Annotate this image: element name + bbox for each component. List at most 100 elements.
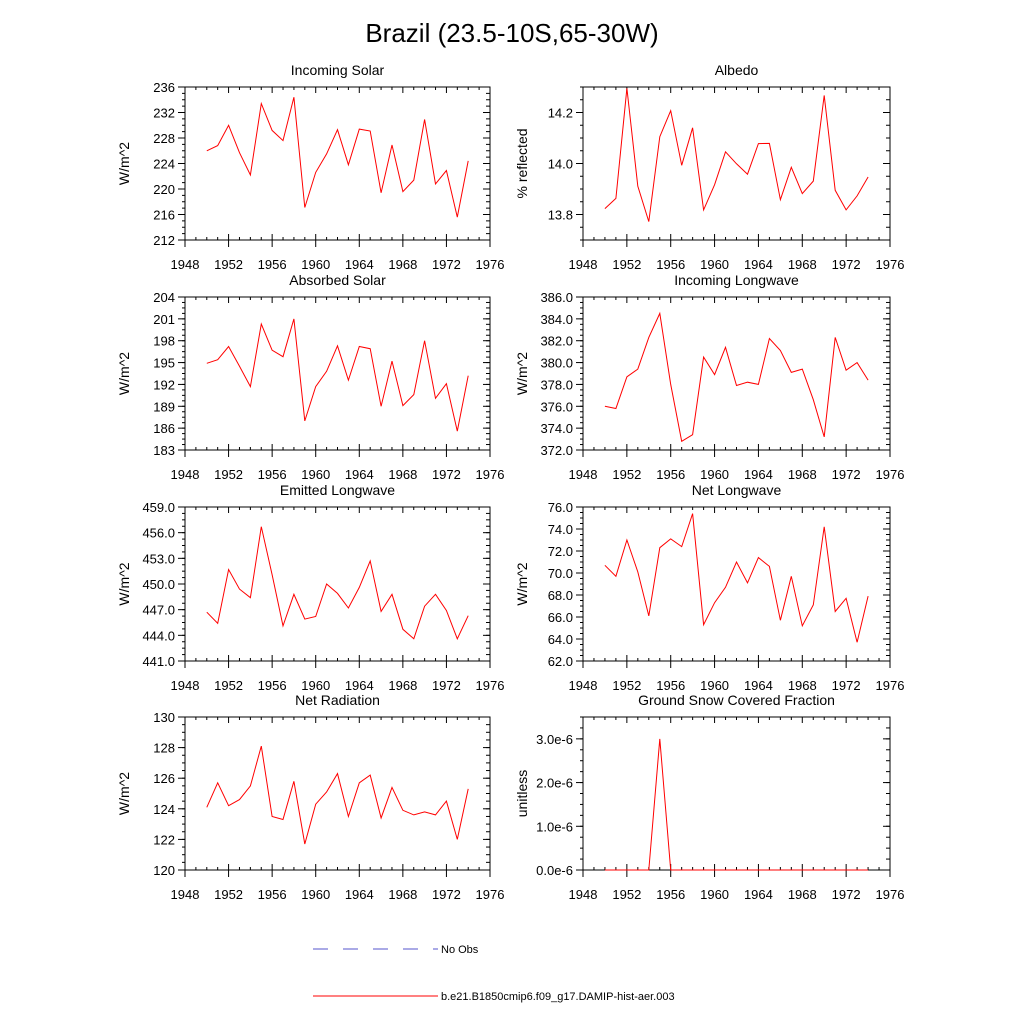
ground-snow-covered-fraction-series-line-0	[604, 738, 869, 871]
net-longwave-xtick-label: 1976	[876, 678, 905, 693]
emitted-longwave-ytick-label: 453.0	[142, 551, 175, 566]
albedo-ytick-label: 14.0	[548, 157, 573, 172]
incoming-longwave-xtick-label: 1948	[569, 467, 598, 482]
legend-no-obs-label: No Obs	[441, 944, 479, 956]
albedo-xtick-label: 1960	[700, 257, 729, 272]
incoming-longwave-ytick-label: 384.0	[540, 312, 573, 327]
legend-model-label: b.e21.B1850cmip6.f09_g17.DAMIP-hist-aer.…	[441, 991, 675, 1003]
net-longwave-ylabel: W/m^2	[514, 562, 530, 605]
incoming-longwave-xtick-label: 1976	[876, 467, 905, 482]
net-radiation-ytick-label: 130	[153, 710, 175, 725]
net-longwave-xtick-label: 1972	[832, 678, 861, 693]
incoming-solar-xtick-label: 1956	[258, 257, 287, 272]
incoming-solar-xtick-label: 1968	[388, 257, 417, 272]
panel-ground-snow-covered-fraction: 1948 1952 1956 1960 1964 1968 1972 1976 0.0e-6 1.…	[514, 692, 904, 902]
net-longwave-xtick-label: 1948	[569, 678, 598, 693]
net-radiation-xtick-label: 1948	[171, 887, 200, 902]
albedo-xtick-label: 1972	[832, 257, 861, 272]
albedo-ylabel: % reflected	[514, 128, 530, 198]
net-radiation-panel-title: Net Radiation	[295, 692, 380, 708]
ground-snow-covered-fraction-xtick-label: 1968	[788, 887, 817, 902]
absorbed-solar-panel-title: Absorbed Solar	[289, 272, 386, 288]
incoming-longwave-xtick-label: 1968	[788, 467, 817, 482]
emitted-longwave-xtick-label: 1964	[345, 678, 374, 693]
incoming-solar-xtick-label: 1976	[476, 257, 505, 272]
incoming-longwave-xtick-label: 1964	[744, 467, 773, 482]
net-longwave-ytick-label: 68.0	[548, 588, 573, 603]
absorbed-solar-ytick-label: 198	[153, 334, 175, 349]
incoming-solar-plot-frame	[184, 86, 491, 241]
absorbed-solar-series-line-0	[206, 318, 469, 432]
albedo-panel-title: Albedo	[715, 62, 759, 78]
absorbed-solar-ytick-label: 183	[153, 443, 175, 458]
incoming-longwave-xtick-label: 1956	[656, 467, 685, 482]
net-longwave-ytick-label: 72.0	[548, 544, 573, 559]
albedo-xtick-label: 1976	[876, 257, 905, 272]
net-radiation-xtick-label: 1972	[432, 887, 461, 902]
incoming-longwave-ytick-label: 386.0	[540, 290, 573, 305]
absorbed-solar-ytick-label: 189	[153, 399, 175, 414]
emitted-longwave-panel-title: Emitted Longwave	[280, 482, 395, 498]
net-radiation-ytick-label: 120	[153, 863, 175, 878]
panel-absorbed-solar: 1948 1952 1956 1960 1964 1968 1972 1976 183 186 18…	[116, 272, 504, 482]
ground-snow-covered-fraction-xtick-label: 1960	[700, 887, 729, 902]
net-radiation-ytick-label: 126	[153, 771, 175, 786]
incoming-solar-xtick-label: 1960	[301, 257, 330, 272]
net-longwave-series-line-0	[604, 513, 869, 643]
incoming-longwave-ylabel: W/m^2	[514, 352, 530, 395]
ground-snow-covered-fraction-xtick-label: 1952	[612, 887, 641, 902]
emitted-longwave-ytick-label: 450.0	[142, 577, 175, 592]
incoming-solar-ytick-label: 216	[153, 208, 175, 223]
ground-snow-covered-fraction-xtick-label: 1948	[569, 887, 598, 902]
absorbed-solar-ytick-label: 204	[153, 290, 175, 305]
net-radiation-series-line-0	[206, 745, 469, 845]
emitted-longwave-xtick-label: 1972	[432, 678, 461, 693]
emitted-longwave-ytick-label: 444.0	[142, 628, 175, 643]
absorbed-solar-xtick-label: 1964	[345, 467, 374, 482]
albedo-xtick-label: 1964	[744, 257, 773, 272]
albedo-series-line-0	[604, 88, 869, 222]
incoming-solar-series-line-0	[206, 97, 469, 218]
absorbed-solar-plot-frame	[184, 296, 491, 451]
ground-snow-covered-fraction-xtick-label: 1956	[656, 887, 685, 902]
ground-snow-covered-fraction-xtick-label: 1964	[744, 887, 773, 902]
incoming-longwave-plot-frame	[582, 296, 891, 451]
net-longwave-ytick-label: 76.0	[548, 500, 573, 515]
ground-snow-covered-fraction-panel-title: Ground Snow Covered Fraction	[638, 692, 835, 708]
net-longwave-xtick-label: 1960	[700, 678, 729, 693]
net-radiation-xtick-label: 1964	[345, 887, 374, 902]
incoming-longwave-xtick-label: 1972	[832, 467, 861, 482]
incoming-longwave-series-line-0	[604, 311, 869, 443]
net-longwave-xtick-label: 1952	[612, 678, 641, 693]
incoming-solar-ytick-label: 224	[153, 157, 175, 172]
emitted-longwave-plot-frame	[184, 506, 491, 662]
albedo-xtick-label: 1948	[569, 257, 598, 272]
ground-snow-covered-fraction-ytick-label: 1.0e-6	[536, 819, 573, 834]
net-radiation-xtick-label: 1960	[301, 887, 330, 902]
incoming-solar-xtick-label: 1952	[214, 257, 243, 272]
legend: No Obs b.e21.B1850cmip6.f09_g17.DAMIP-hi…	[313, 944, 675, 1003]
panel-net-longwave: 1948 1952 1956 1960 1964 1968 1972 1976 62.0 64.0…	[514, 482, 904, 693]
incoming-longwave-panel-title: Incoming Longwave	[674, 272, 799, 288]
emitted-longwave-xtick-label: 1960	[301, 678, 330, 693]
absorbed-solar-xtick-label: 1956	[258, 467, 287, 482]
panel-albedo: 1948 1952 1956 1960 1964 1968 1972 1976 13.8 14.0…	[514, 62, 904, 272]
absorbed-solar-xtick-label: 1960	[301, 467, 330, 482]
emitted-longwave-xtick-label: 1952	[214, 678, 243, 693]
emitted-longwave-ytick-label: 441.0	[142, 654, 175, 669]
incoming-solar-ytick-label: 212	[153, 233, 175, 248]
net-radiation-plot-frame	[184, 716, 491, 871]
albedo-ytick-label: 13.8	[548, 208, 573, 223]
incoming-solar-ytick-label: 236	[153, 80, 175, 95]
absorbed-solar-xtick-label: 1952	[214, 467, 243, 482]
panel-net-radiation: 1948 1952 1956 1960 1964 1968 1972 1976 120 122 12…	[116, 692, 504, 902]
incoming-longwave-ytick-label: 376.0	[540, 399, 573, 414]
net-longwave-xtick-label: 1964	[744, 678, 773, 693]
absorbed-solar-xtick-label: 1948	[171, 467, 200, 482]
incoming-solar-ytick-label: 220	[153, 182, 175, 197]
net-longwave-xtick-label: 1956	[656, 678, 685, 693]
absorbed-solar-xtick-label: 1972	[432, 467, 461, 482]
net-radiation-ylabel: W/m^2	[116, 772, 132, 815]
ground-snow-covered-fraction-ytick-label: 3.0e-6	[536, 732, 573, 747]
panel-incoming-longwave: 1948 1952 1956 1960 1964 1968 1972 1976 372.0 374…	[514, 272, 904, 482]
